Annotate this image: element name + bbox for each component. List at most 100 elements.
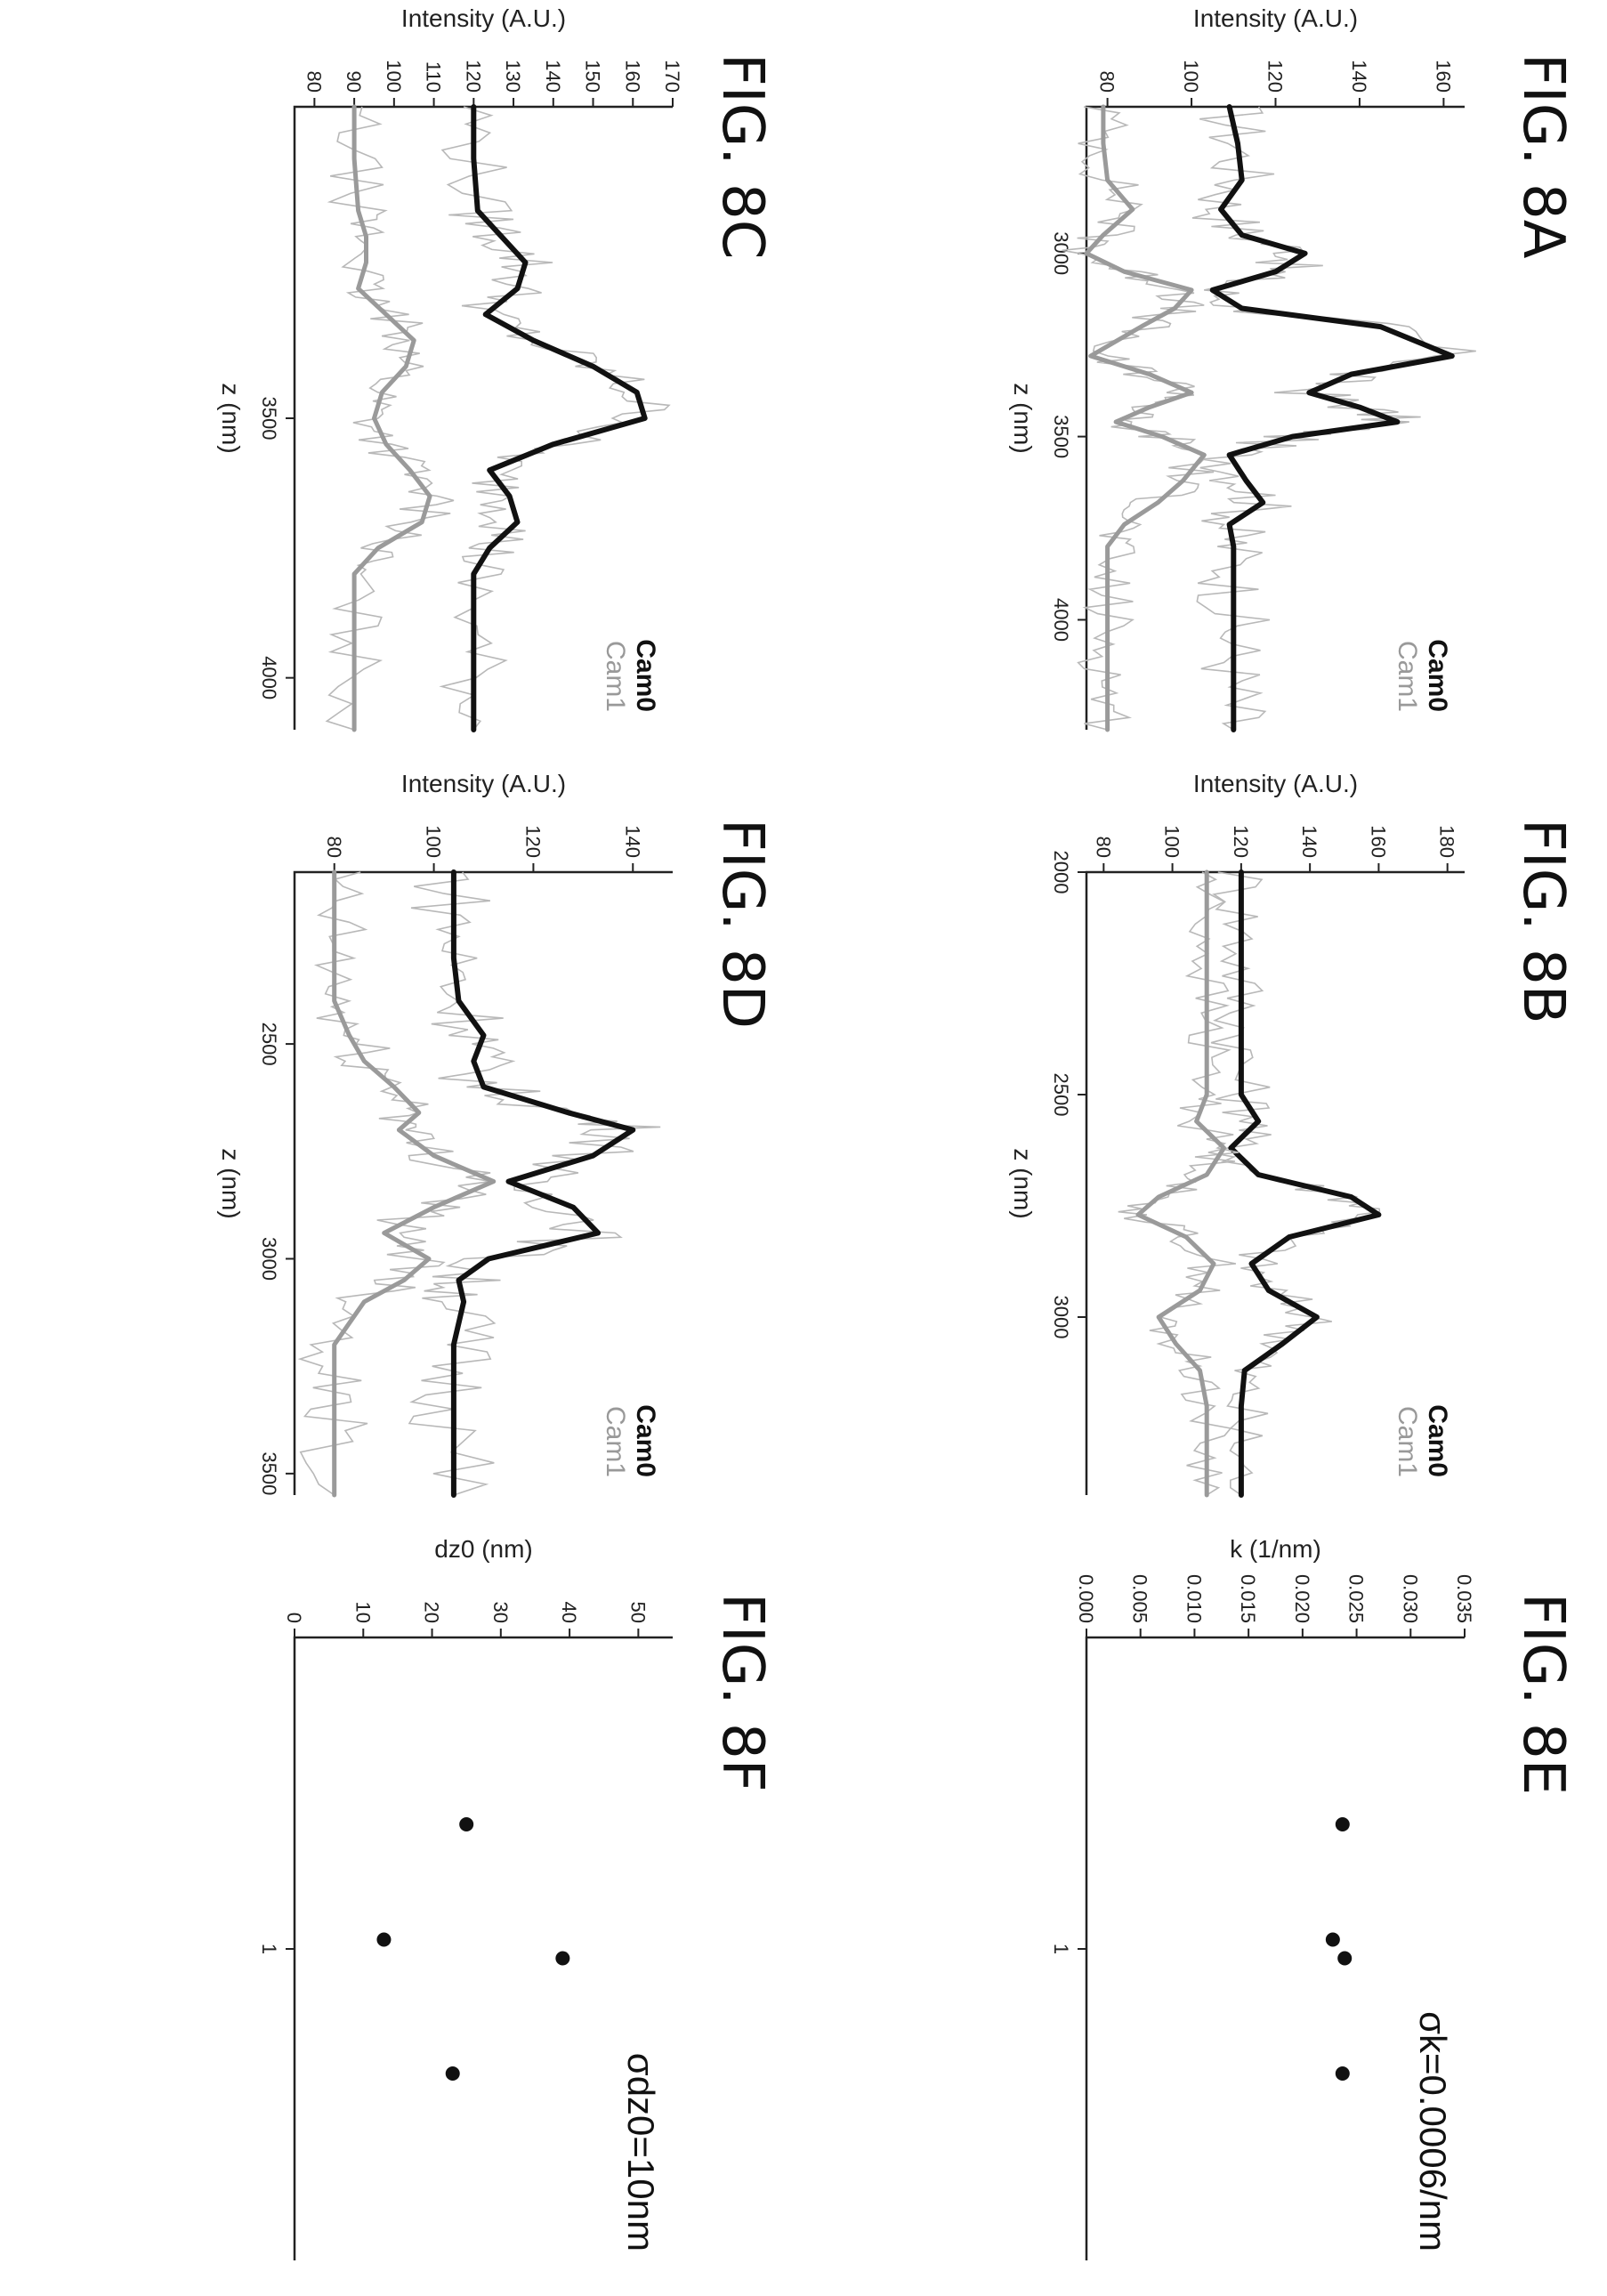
y-tick-label: 100 bbox=[1161, 825, 1183, 858]
legend-entry-cam1: Cam1 bbox=[601, 1406, 630, 1477]
chart-8c-svg: 80 90 100 110 120 130 140 150 160 170 3500 4000 z (n… bbox=[217, 4, 683, 732]
series-cam0-line bbox=[1209, 104, 1455, 732]
y-tick-label: 140 bbox=[621, 825, 643, 858]
y-tick-label: 80 bbox=[1096, 71, 1118, 93]
y-tick-label: 180 bbox=[1436, 825, 1458, 858]
series-cam1-line bbox=[1135, 869, 1226, 1498]
x-tick-label: 3000 bbox=[1050, 231, 1072, 275]
y-tick-label: 90 bbox=[343, 71, 365, 93]
series-cam0-line bbox=[471, 104, 648, 732]
x-tick-label: 3500 bbox=[1050, 415, 1072, 458]
y-axis-title: Intensity (A.U.) bbox=[401, 4, 566, 32]
x-axis-title: z (nm) bbox=[217, 1148, 245, 1218]
series-cam0-raw-line bbox=[1191, 106, 1476, 731]
x-tick-label: 1 bbox=[1050, 1944, 1072, 1954]
chart-8b-svg: 80 100 120 140 160 180 2000 2500 3000 z (nm) Inten… bbox=[1009, 770, 1465, 1498]
y-tick-label: 0.025 bbox=[1345, 1574, 1368, 1623]
series-cam0-line bbox=[450, 869, 636, 1498]
x-tick-label: 3000 bbox=[258, 1237, 280, 1281]
legend-entry-cam0: Cam0 bbox=[1423, 639, 1452, 712]
y-tick-label: 80 bbox=[323, 837, 345, 858]
fig-8e-label: FIG. 8E bbox=[1510, 1593, 1576, 1796]
y-tick-label: 40 bbox=[558, 1602, 580, 1623]
legend-entry-cam0: Cam0 bbox=[1423, 1404, 1452, 1477]
y-tick-label: 170 bbox=[661, 60, 683, 93]
legend-entry-cam0: Cam0 bbox=[631, 1404, 660, 1477]
y-tick-label: 0.030 bbox=[1399, 1574, 1421, 1623]
series-cam1-line bbox=[332, 869, 497, 1498]
fig-8f-label: FIG. 8F bbox=[709, 1593, 775, 1792]
y-tick-label: 130 bbox=[502, 60, 524, 93]
y-tick-label: 0.035 bbox=[1453, 1574, 1475, 1623]
scatter-point bbox=[445, 2066, 460, 2081]
chart-8d: 80 100 120 140 2500 3000 3500 z (nm) Intensity (… bbox=[210, 765, 708, 1531]
x-tick-label: 2500 bbox=[1050, 1073, 1072, 1117]
y-tick-label: 20 bbox=[421, 1602, 443, 1623]
axes-frame bbox=[293, 105, 673, 730]
scatter-point bbox=[459, 1817, 474, 1831]
y-axis-title: Intensity (A.U.) bbox=[1193, 4, 1358, 32]
y-tick-label: 30 bbox=[489, 1602, 512, 1623]
y-tick-label: 120 bbox=[521, 825, 544, 858]
x-tick-label: 2500 bbox=[258, 1023, 280, 1066]
chart-8e-svg: 0.000 0.005 0.010 0.015 0.020 0.025 0.030 0.035… bbox=[1050, 1535, 1475, 2260]
fig-8d-label: FIG. 8D bbox=[709, 819, 775, 1029]
y-tick-label: 0.010 bbox=[1183, 1574, 1205, 1623]
chart-8f-svg: 0 10 20 30 40 50 1 dz0 (nm) σdz0=10nm bbox=[258, 1535, 673, 2260]
x-tick-label: 2000 bbox=[1050, 851, 1072, 894]
y-axis-title: dz0 (nm) bbox=[434, 1535, 532, 1563]
series-cam0-raw-line bbox=[408, 871, 661, 1496]
scatter-point bbox=[1335, 2066, 1350, 2081]
chart-8c: 80 90 100 110 120 130 140 150 160 170 3500 4000 z (n… bbox=[210, 0, 708, 765]
series-cam1-raw-line bbox=[325, 106, 455, 731]
y-tick-label: 50 bbox=[626, 1602, 649, 1623]
sigma-annotation: σk=0.0006/nm bbox=[1412, 2011, 1454, 2252]
y-tick-label: 0.005 bbox=[1129, 1574, 1151, 1623]
chart-8b: 80 100 120 140 160 180 2000 2500 3000 z (nm) Inten… bbox=[1002, 765, 1500, 1531]
legend-entry-cam0: Cam0 bbox=[631, 639, 660, 712]
y-tick-label: 0.015 bbox=[1237, 1574, 1259, 1623]
y-axis-title: k (1/nm) bbox=[1230, 1535, 1321, 1563]
series-cam1-raw-line bbox=[1062, 106, 1215, 731]
y-tick-label: 140 bbox=[1348, 60, 1370, 93]
x-tick-label: 3500 bbox=[258, 397, 280, 441]
y-tick-label: 120 bbox=[462, 60, 484, 93]
series-cam0-raw-line bbox=[1207, 871, 1381, 1496]
y-tick-label: 120 bbox=[1264, 60, 1287, 93]
y-tick-label: 100 bbox=[423, 825, 445, 858]
y-axis-title: Intensity (A.U.) bbox=[1193, 770, 1358, 797]
series-cam1-raw-line bbox=[1118, 871, 1240, 1496]
series-cam0-raw-line bbox=[439, 106, 671, 731]
legend-entry-cam1: Cam1 bbox=[601, 641, 630, 712]
axes-frame bbox=[293, 1636, 673, 2260]
series-cam1-raw-line bbox=[297, 871, 491, 1496]
sigma-annotation: σdz0=10nm bbox=[620, 2053, 662, 2252]
chart-8e: 0.000 0.005 0.010 0.015 0.020 0.025 0.030 0.035… bbox=[1002, 1531, 1500, 2296]
y-tick-label: 140 bbox=[1298, 825, 1320, 858]
y-tick-label: 160 bbox=[1367, 825, 1389, 858]
axes-frame bbox=[1085, 870, 1465, 1495]
x-axis-title: z (nm) bbox=[1009, 1148, 1037, 1218]
y-tick-label: 10 bbox=[351, 1602, 374, 1623]
y-tick-label: 160 bbox=[1432, 60, 1454, 93]
y-tick-label: 0.020 bbox=[1291, 1574, 1313, 1623]
series-cam1-line bbox=[351, 104, 432, 732]
y-tick-label: 160 bbox=[621, 60, 643, 93]
scatter-point bbox=[1325, 1932, 1340, 1947]
chart-8f: 0 10 20 30 40 50 1 dz0 (nm) σdz0=10nm bbox=[210, 1531, 708, 2296]
legend-entry-cam1: Cam1 bbox=[1393, 641, 1422, 712]
chart-8a: 80 100 120 140 160 3000 3500 4000 z (nm) Intensit… bbox=[1002, 0, 1500, 765]
x-tick-label: 3000 bbox=[1050, 1296, 1072, 1339]
chart-8d-svg: 80 100 120 140 2500 3000 3500 z (nm) Intensity (… bbox=[217, 770, 673, 1498]
legend-entry-cam1: Cam1 bbox=[1393, 1406, 1422, 1477]
x-axis-title: z (nm) bbox=[217, 383, 245, 453]
y-tick-label: 100 bbox=[383, 60, 405, 93]
y-tick-label: 0.000 bbox=[1075, 1574, 1097, 1623]
scatter-point bbox=[1337, 1951, 1353, 1966]
y-axis-title: Intensity (A.U.) bbox=[401, 770, 566, 797]
series-cam0-line bbox=[1228, 869, 1382, 1498]
y-tick-label: 100 bbox=[1180, 60, 1202, 93]
scatter-point bbox=[376, 1932, 392, 1947]
